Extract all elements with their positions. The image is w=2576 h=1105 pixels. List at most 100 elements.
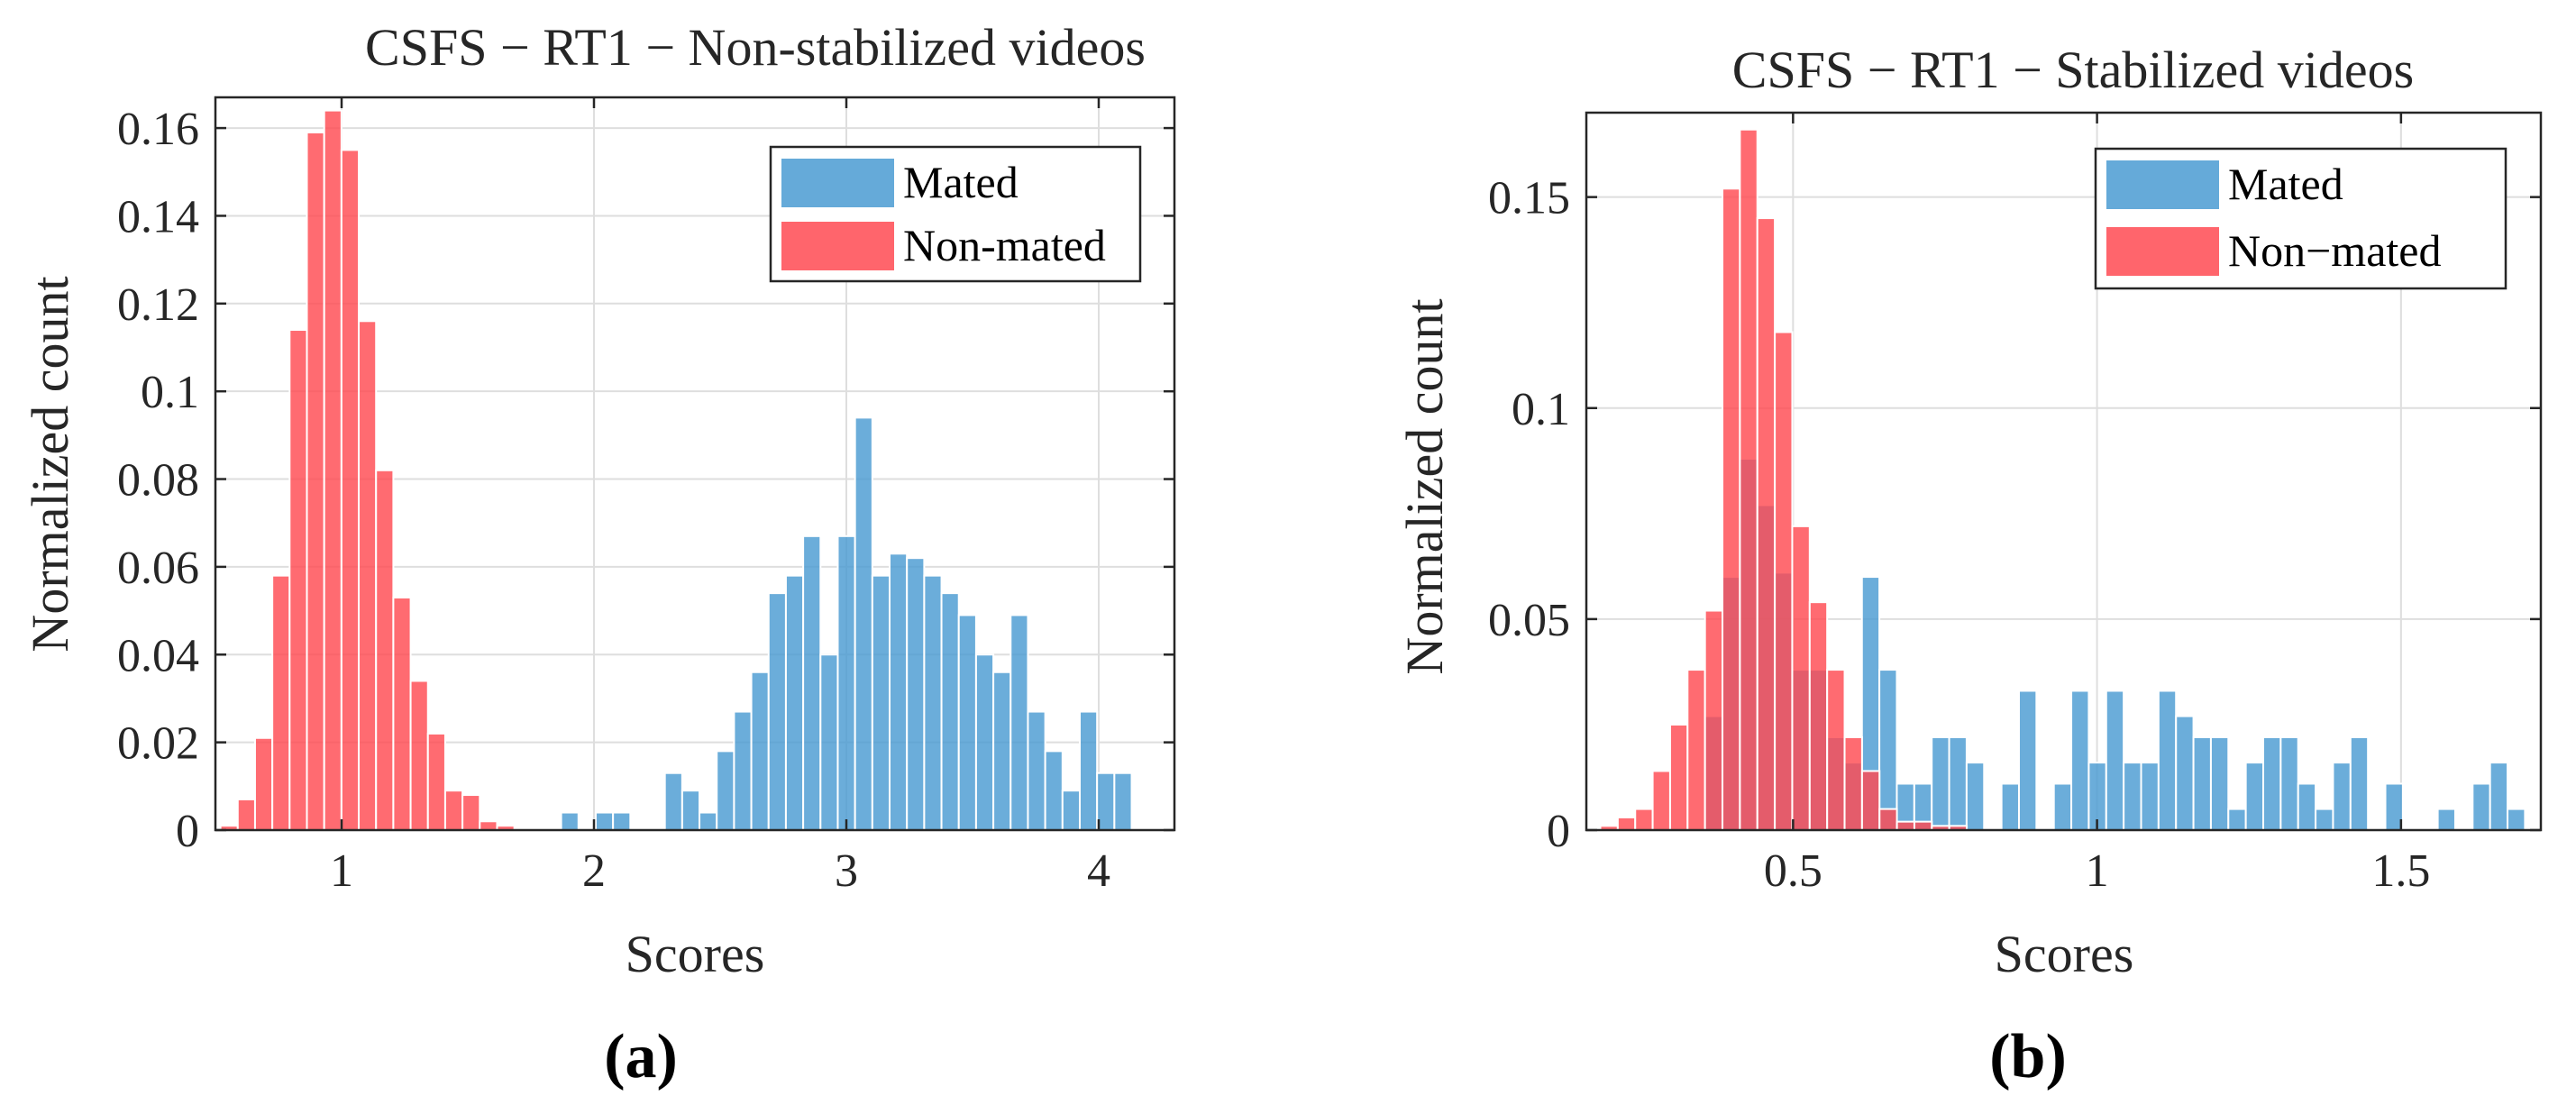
- bar-non-mated: [1739, 128, 1758, 831]
- bar-non-mated: [1634, 808, 1654, 832]
- legend-label-non-mated-b: Non−mated: [2228, 225, 2441, 276]
- y-tick-label-a: 0.1: [141, 367, 199, 418]
- bar-mated: [2349, 735, 2370, 831]
- bar-mated: [2140, 762, 2160, 831]
- bar-mated: [2436, 808, 2456, 832]
- bar-non-mated: [340, 149, 361, 831]
- bar-mated: [2157, 689, 2178, 832]
- bar-mated: [767, 592, 787, 831]
- y-tick-label-a: 0.16: [117, 104, 199, 155]
- panel-caption-a: (a): [604, 1022, 678, 1091]
- bar-non-mated: [1668, 723, 1689, 831]
- bar-mated: [1113, 772, 1133, 832]
- bar-non-mated: [1860, 770, 1881, 832]
- legend-b: Mated Non−mated: [2094, 147, 2507, 290]
- bar-non-mated: [392, 596, 412, 832]
- bar-mated: [1948, 735, 1968, 831]
- legend-a: Mated Non-mated: [769, 145, 1142, 283]
- y-tick-label-a: 0: [176, 806, 199, 857]
- bar-mated: [733, 710, 753, 831]
- histogram-panel-b: CSFS − RT1 − Stabilized videos 0.5 1 1.500…: [1395, 41, 2543, 1091]
- bar-mated: [2489, 762, 2509, 831]
- histogram-panel-a: CSFS − RT1 − Non-stabilized videos 1 2 3 4 0…: [21, 18, 1176, 1091]
- bar-mated: [957, 614, 977, 831]
- y-tick-label-a: 0.04: [117, 630, 199, 681]
- bar-mated: [663, 772, 683, 832]
- bar-non-mated: [1722, 187, 1741, 831]
- bar-mated: [2279, 735, 2299, 831]
- legend-swatch-mated-b: [2106, 160, 2219, 209]
- y-tick-label-a: 0.08: [117, 455, 199, 507]
- y-axis-label-b: Normalized count: [1395, 298, 1454, 674]
- bar-non-mated: [1651, 770, 1671, 832]
- bar-mated: [2507, 808, 2526, 832]
- bar-non-mated: [1774, 331, 1794, 831]
- bar-mated: [854, 416, 873, 831]
- bar-mated: [681, 790, 701, 831]
- bar-mated: [802, 534, 822, 831]
- bar-non-mated: [1791, 525, 1811, 832]
- x-axis-label-b: Scores: [1995, 925, 2134, 983]
- bar-mated: [699, 811, 718, 831]
- bar-non-mated: [426, 732, 446, 831]
- bar-mated: [2297, 782, 2317, 832]
- bar-mated: [2332, 762, 2352, 831]
- bar-mated: [940, 592, 960, 831]
- bar-non-mated: [461, 794, 481, 831]
- bar-non-mated: [479, 820, 498, 832]
- y-tick-label-b: 0: [1547, 806, 1570, 857]
- y-tick-label-a: 0.12: [117, 279, 199, 331]
- bar-mated: [2192, 735, 2212, 831]
- y-tick-label-b: 0.1: [1512, 384, 1570, 435]
- bar-non-mated: [409, 680, 429, 832]
- bar-non-mated: [1756, 217, 1777, 831]
- bar-mated: [906, 557, 926, 831]
- bar-mated: [1079, 710, 1099, 831]
- axes-box-b: [1585, 111, 2543, 832]
- bar-non-mated: [271, 574, 291, 832]
- bar-mated: [871, 574, 891, 832]
- legend-label-mated-b: Mated: [2228, 159, 2343, 209]
- bar-non-mated: [236, 798, 256, 832]
- x-tick-label-b: 0.5: [1764, 845, 1822, 897]
- bar-non-mated: [375, 469, 395, 831]
- legend-label-non-mated-a: Non-mated: [903, 220, 1106, 270]
- axes-box-a: [214, 96, 1176, 832]
- x-tick-label-a: 3: [835, 845, 858, 897]
- bar-mated: [2244, 762, 2265, 831]
- bar-mated: [2227, 808, 2247, 832]
- legend-swatch-non-mated-a: [781, 222, 894, 270]
- bar-mated: [992, 671, 1012, 831]
- y-axis-label-a: Normalized count: [21, 276, 79, 652]
- y-tick-label-a: 0.14: [117, 191, 199, 242]
- y-tick-label-a: 0.06: [117, 543, 199, 594]
- bar-non-mated: [1843, 735, 1863, 831]
- bar-mated: [1027, 710, 1046, 831]
- bar-mated: [716, 750, 735, 832]
- x-tick-label-b: 1: [2086, 845, 2109, 897]
- bar-mated: [612, 811, 632, 831]
- bar-mated: [2315, 808, 2334, 832]
- bar-mated: [2262, 735, 2282, 831]
- chart-title-a: CSFS − RT1 − Non-stabilized videos: [365, 18, 1146, 77]
- bar-mated: [2017, 689, 2038, 832]
- bar-mated: [1061, 790, 1081, 831]
- bar-mated: [2209, 735, 2230, 831]
- bar-non-mated: [1913, 820, 1933, 832]
- bar-mated: [974, 653, 995, 832]
- bar-non-mated: [1808, 601, 1829, 832]
- bar-non-mated: [1826, 669, 1846, 832]
- bar-mated: [2070, 689, 2090, 832]
- x-axis-label-a: Scores: [626, 925, 765, 983]
- x-tick-label-a: 2: [582, 845, 606, 897]
- bar-mated: [2175, 715, 2195, 832]
- y-tick-label-b: 0.05: [1488, 595, 1570, 646]
- x-tick-label-a: 1: [330, 845, 353, 897]
- bar-non-mated: [1616, 816, 1637, 832]
- bar-non-mated: [1686, 669, 1706, 832]
- legend-swatch-non-mated-b: [2106, 227, 2219, 276]
- bar-mated: [750, 671, 770, 831]
- bar-mated: [2123, 762, 2142, 831]
- bar-mated: [560, 811, 580, 831]
